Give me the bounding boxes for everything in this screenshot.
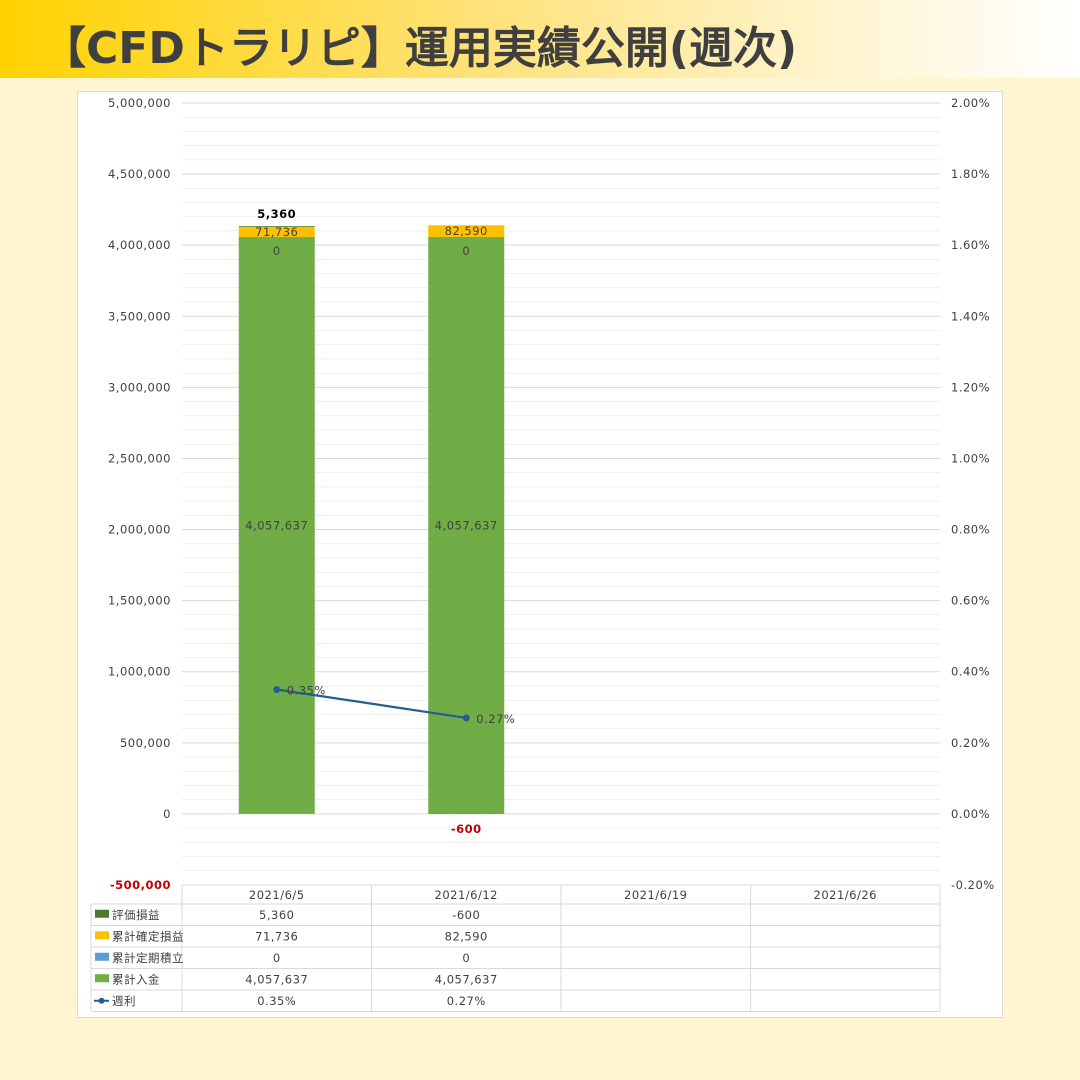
title-banner: 【CFDトラリピ】運用実績公開(週次) xyxy=(0,0,1080,78)
y-right-tick-label: 0.00% xyxy=(951,807,990,821)
table-cell: 0.27% xyxy=(447,994,486,1008)
data-label-deposit: 4,057,637 xyxy=(245,518,308,532)
x-category-label: 2021/6/19 xyxy=(624,888,687,902)
data-label-savings: 0 xyxy=(462,244,470,258)
legend-key-swatch xyxy=(95,909,109,918)
y-left-tick-label: 3,500,000 xyxy=(108,309,171,323)
bar-realized xyxy=(428,225,505,237)
table-cell: 0 xyxy=(273,951,281,965)
table-cell: -600 xyxy=(452,908,480,922)
y-right-tick-label: 0.80% xyxy=(951,523,990,537)
y-left-tick-label: 0 xyxy=(163,807,171,821)
y-right-tick-label: -0.20% xyxy=(951,878,995,892)
table-cell: 71,736 xyxy=(255,929,298,943)
legend-label: 週利 xyxy=(112,994,136,1008)
y-left-tick-label: 1,000,000 xyxy=(108,665,171,679)
table-cell: 0 xyxy=(462,951,470,965)
y-left-tick-label: 1,500,000 xyxy=(108,594,171,608)
data-label-realized: 71,736 xyxy=(255,225,298,239)
table-cell: 4,057,637 xyxy=(245,972,308,986)
legend-label: 累計入金 xyxy=(112,972,160,986)
y-left-tick-label: 4,500,000 xyxy=(108,167,171,181)
y-right-tick-label: 1.00% xyxy=(951,451,990,465)
data-label-realized: 82,590 xyxy=(445,224,488,238)
weekly-line xyxy=(276,688,467,720)
weekly-point xyxy=(462,714,470,722)
x-category-label: 2021/6/26 xyxy=(814,888,877,902)
legend-label: 評価損益 xyxy=(112,908,160,922)
y-left-tick-label: 500,000 xyxy=(120,736,171,750)
y-right-tick-label: 1.20% xyxy=(951,380,990,394)
table-cell: 0.35% xyxy=(257,994,296,1008)
legend-key-marker xyxy=(98,997,105,1004)
y-right-tick-label: 1.80% xyxy=(951,167,990,181)
chart-panel: -500,000 0 500,000 1,000,000 1,500,000 2,000,… xyxy=(77,91,1003,1018)
y-left-tick-label: 2,500,000 xyxy=(108,451,171,465)
data-label-savings: 0 xyxy=(273,244,281,258)
bar-valuation xyxy=(238,226,315,227)
y-left-tick-label: 5,000,000 xyxy=(108,96,171,110)
bar-realized xyxy=(238,226,315,237)
data-label-valuation: -600 xyxy=(451,822,482,836)
y-right-tick-label: 2.00% xyxy=(951,96,990,110)
data-label-deposit: 4,057,637 xyxy=(435,518,498,532)
y-right-tick-label: 1.40% xyxy=(951,309,990,323)
page-title: 【CFDトラリピ】運用実績公開(週次) xyxy=(42,23,798,74)
stacked-bar-chart: -500,000 0 500,000 1,000,000 1,500,000 2,000,… xyxy=(90,96,995,1012)
legend-label: 累計定期積立 xyxy=(112,951,184,965)
y-right-tick-label: 0.40% xyxy=(951,665,990,679)
data-label-valuation: 5,360 xyxy=(257,207,296,221)
y-right-tick-label: 1.60% xyxy=(951,238,990,252)
x-category-label: 2021/6/5 xyxy=(249,888,305,902)
table-cell: 4,057,637 xyxy=(435,972,498,986)
legend-key-swatch xyxy=(95,931,109,940)
data-label-weekly: 0.27% xyxy=(476,712,515,726)
y-left-tick-label: -500,000 xyxy=(110,878,171,892)
y-right-tick-label: 0.20% xyxy=(951,736,990,750)
legend-key-swatch xyxy=(95,974,109,983)
y-left-tick-label: 4,000,000 xyxy=(108,238,171,252)
y-left-tick-label: 2,000,000 xyxy=(108,523,171,537)
data-label-weekly: 0.35% xyxy=(287,684,326,698)
y-right-tick-label: 0.60% xyxy=(951,594,990,608)
legend-label: 累計確定損益 xyxy=(112,929,184,943)
bar-deposit xyxy=(238,236,315,814)
legend-key-swatch xyxy=(95,952,109,961)
table-cell: 82,590 xyxy=(445,929,488,943)
y-left-tick-label: 3,000,000 xyxy=(108,380,171,394)
table-cell: 5,360 xyxy=(259,908,294,922)
x-category-label: 2021/6/12 xyxy=(435,888,498,902)
weekly-point xyxy=(273,686,281,693)
